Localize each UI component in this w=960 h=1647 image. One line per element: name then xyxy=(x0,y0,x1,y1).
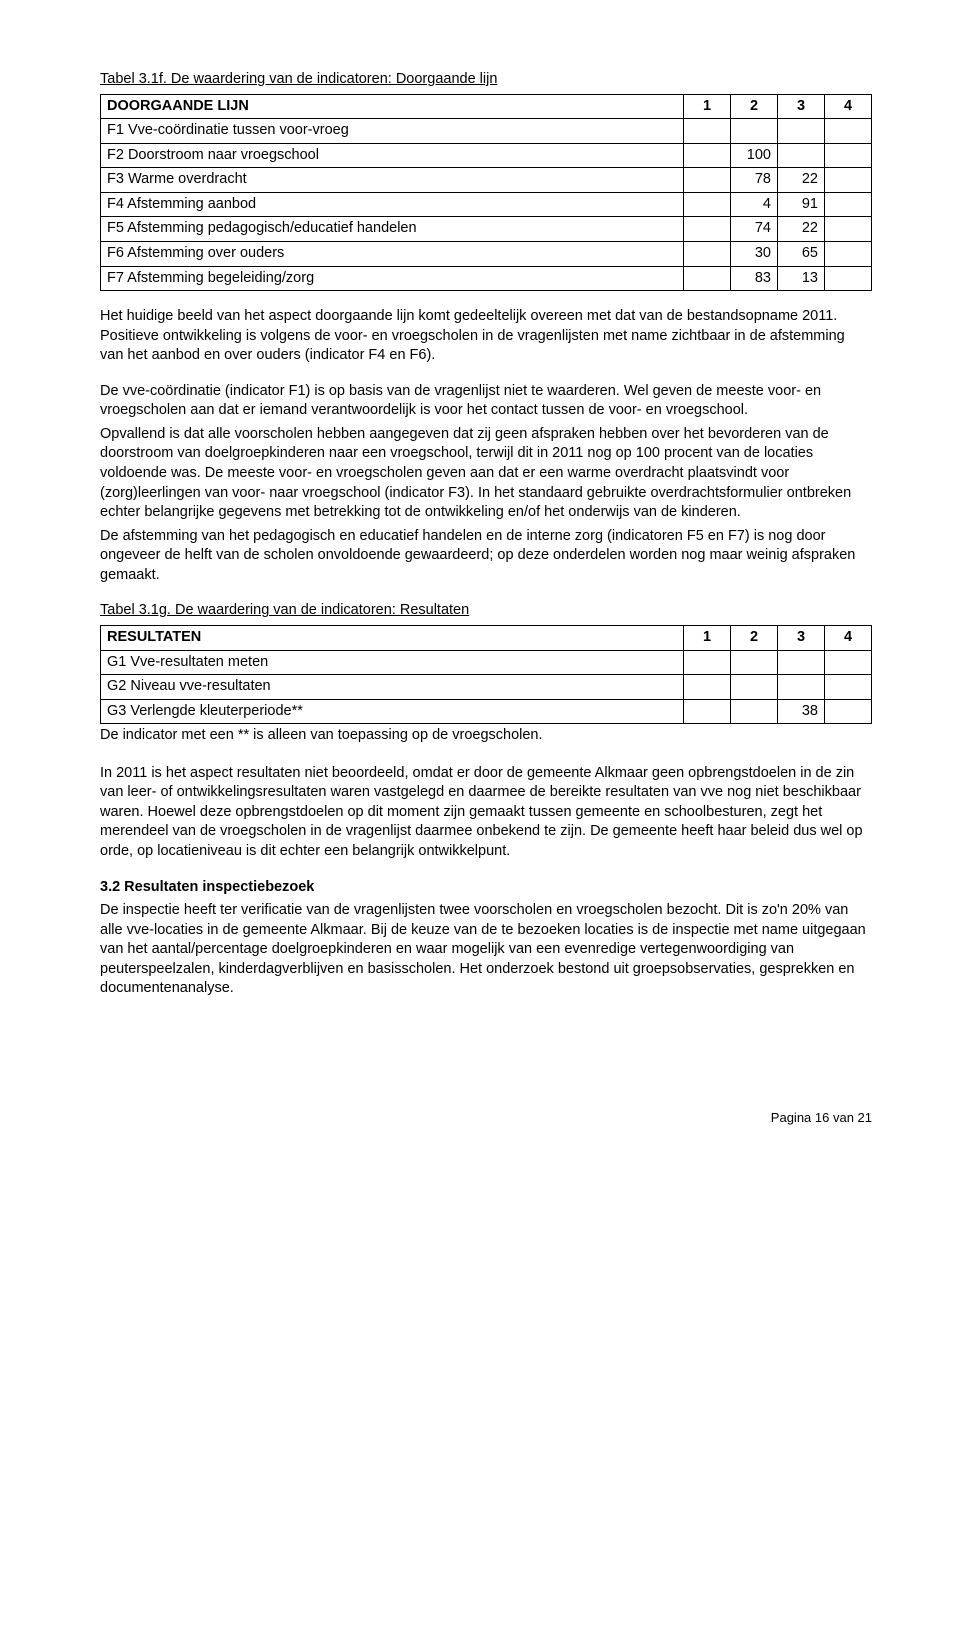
cell xyxy=(825,119,872,144)
table-doorgaande-lijn: DOORGAANDE LIJN 1 2 3 4 F1 Vve-coördinat… xyxy=(100,94,872,292)
col-1: 1 xyxy=(684,625,731,650)
cell: 13 xyxy=(778,266,825,291)
col-label: RESULTATEN xyxy=(101,625,684,650)
cell-label: F3 Warme overdracht xyxy=(101,168,684,193)
cell: 38 xyxy=(778,699,825,724)
cell: 30 xyxy=(731,241,778,266)
table2-note: De indicator met een ** is alleen van to… xyxy=(100,726,872,746)
cell-label: F2 Doorstroom naar vroegschool xyxy=(101,143,684,168)
cell xyxy=(825,266,872,291)
col-4: 4 xyxy=(825,625,872,650)
cell xyxy=(825,168,872,193)
table-row: G3 Verlengde kleuterperiode** 38 xyxy=(101,699,872,724)
cell xyxy=(825,143,872,168)
cell xyxy=(684,650,731,675)
cell xyxy=(825,650,872,675)
cell: 22 xyxy=(778,217,825,242)
table-row: F4 Afstemming aanbod 4 91 xyxy=(101,192,872,217)
paragraph: De inspectie heeft ter verificatie van d… xyxy=(100,901,872,999)
col-2: 2 xyxy=(731,94,778,119)
col-3: 3 xyxy=(778,625,825,650)
cell xyxy=(684,119,731,144)
cell: 100 xyxy=(731,143,778,168)
cell xyxy=(684,675,731,700)
col-4: 4 xyxy=(825,94,872,119)
table-row: F6 Afstemming over ouders 30 65 xyxy=(101,241,872,266)
cell-label: G1 Vve-resultaten meten xyxy=(101,650,684,675)
cell xyxy=(684,143,731,168)
cell: 83 xyxy=(731,266,778,291)
table-row: F7 Afstemming begeleiding/zorg 83 13 xyxy=(101,266,872,291)
paragraph: De afstemming van het pedagogisch en edu… xyxy=(100,527,872,586)
cell-label: G2 Niveau vve-resultaten xyxy=(101,675,684,700)
cell-label: F1 Vve-coördinatie tussen voor-vroeg xyxy=(101,119,684,144)
table-resultaten: RESULTATEN 1 2 3 4 G1 Vve-resultaten met… xyxy=(100,625,872,724)
table-header-row: DOORGAANDE LIJN 1 2 3 4 xyxy=(101,94,872,119)
cell-label: F4 Afstemming aanbod xyxy=(101,192,684,217)
cell-label: F7 Afstemming begeleiding/zorg xyxy=(101,266,684,291)
paragraph: In 2011 is het aspect resultaten niet be… xyxy=(100,764,872,862)
cell xyxy=(684,699,731,724)
cell-label: F6 Afstemming over ouders xyxy=(101,241,684,266)
col-1: 1 xyxy=(684,94,731,119)
cell xyxy=(731,119,778,144)
table-header-row: RESULTATEN 1 2 3 4 xyxy=(101,625,872,650)
table-row: F1 Vve-coördinatie tussen voor-vroeg xyxy=(101,119,872,144)
cell: 22 xyxy=(778,168,825,193)
cell: 65 xyxy=(778,241,825,266)
cell xyxy=(684,241,731,266)
col-label: DOORGAANDE LIJN xyxy=(101,94,684,119)
page-footer: Pagina 16 van 21 xyxy=(100,1109,872,1127)
paragraph: Het huidige beeld van het aspect doorgaa… xyxy=(100,307,872,366)
cell xyxy=(684,217,731,242)
table1-caption: Tabel 3.1f. De waardering van de indicat… xyxy=(100,70,872,90)
table-row: F2 Doorstroom naar vroegschool 100 xyxy=(101,143,872,168)
cell xyxy=(778,119,825,144)
cell: 91 xyxy=(778,192,825,217)
cell xyxy=(825,699,872,724)
col-2: 2 xyxy=(731,625,778,650)
paragraph: De vve-coördinatie (indicator F1) is op … xyxy=(100,382,872,421)
paragraph: Opvallend is dat alle voorscholen hebben… xyxy=(100,425,872,523)
cell xyxy=(825,217,872,242)
cell-label: G3 Verlengde kleuterperiode** xyxy=(101,699,684,724)
section-heading: 3.2 Resultaten inspectiebezoek xyxy=(100,878,872,898)
cell: 4 xyxy=(731,192,778,217)
table-row: G1 Vve-resultaten meten xyxy=(101,650,872,675)
cell xyxy=(825,675,872,700)
cell xyxy=(731,699,778,724)
table-row: F5 Afstemming pedagogisch/educatief hand… xyxy=(101,217,872,242)
cell xyxy=(731,650,778,675)
cell: 74 xyxy=(731,217,778,242)
table-row: G2 Niveau vve-resultaten xyxy=(101,675,872,700)
cell xyxy=(778,650,825,675)
cell xyxy=(684,266,731,291)
col-3: 3 xyxy=(778,94,825,119)
table-row: F3 Warme overdracht 78 22 xyxy=(101,168,872,193)
cell-label: F5 Afstemming pedagogisch/educatief hand… xyxy=(101,217,684,242)
cell xyxy=(825,241,872,266)
cell xyxy=(684,168,731,193)
cell xyxy=(778,675,825,700)
cell: 78 xyxy=(731,168,778,193)
cell xyxy=(684,192,731,217)
cell xyxy=(825,192,872,217)
cell xyxy=(778,143,825,168)
cell xyxy=(731,675,778,700)
table2-caption: Tabel 3.1g. De waardering van de indicat… xyxy=(100,601,872,621)
